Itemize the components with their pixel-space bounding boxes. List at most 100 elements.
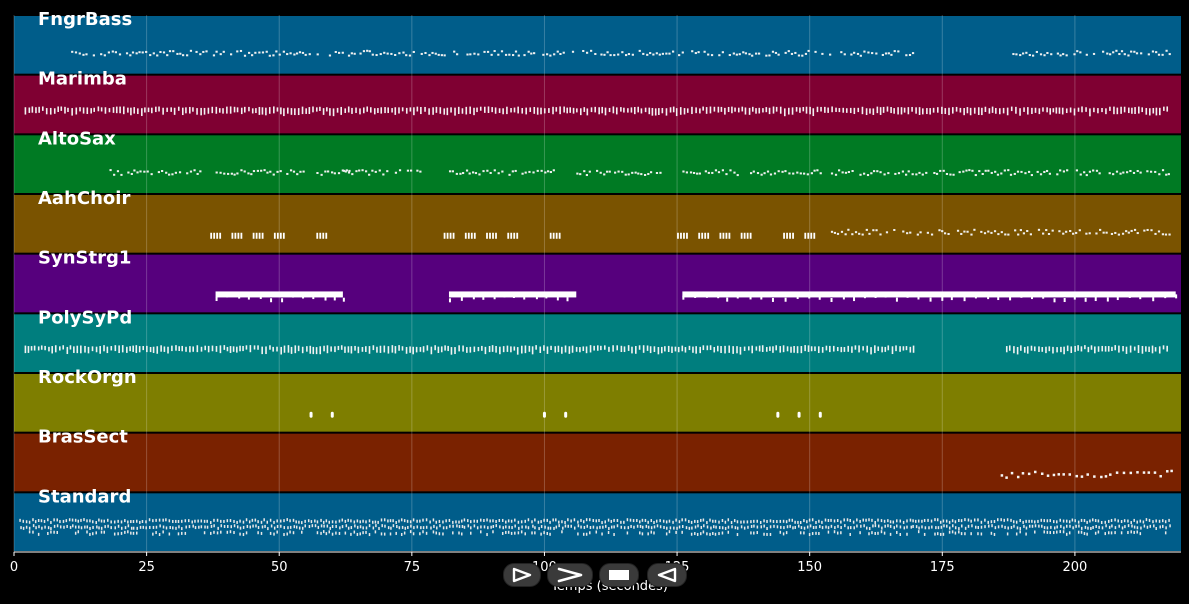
note — [210, 524, 213, 528]
note — [510, 519, 513, 523]
note — [372, 520, 374, 524]
note — [354, 345, 356, 351]
note — [688, 519, 690, 523]
note — [874, 520, 876, 524]
note — [555, 232, 558, 239]
note — [445, 519, 447, 523]
note — [834, 173, 838, 176]
note — [22, 519, 25, 523]
rewind-button[interactable] — [647, 563, 687, 587]
note — [413, 107, 415, 116]
note — [668, 52, 671, 55]
note — [320, 531, 322, 535]
note — [853, 297, 856, 302]
note — [322, 520, 325, 524]
note — [718, 520, 720, 524]
note — [533, 106, 536, 114]
note — [120, 173, 123, 176]
note — [1155, 526, 1157, 530]
note — [758, 107, 761, 114]
note — [923, 518, 926, 522]
note — [387, 519, 389, 523]
note — [1104, 520, 1107, 524]
note — [40, 345, 43, 350]
note — [400, 532, 403, 536]
note — [1133, 228, 1137, 231]
note — [305, 108, 307, 114]
note — [604, 107, 607, 116]
note — [445, 526, 448, 530]
note — [242, 345, 244, 352]
note — [1022, 52, 1025, 55]
note — [1165, 526, 1167, 530]
note — [715, 525, 717, 529]
note — [316, 520, 319, 524]
note — [637, 172, 640, 175]
play-button[interactable] — [503, 563, 541, 587]
note — [702, 518, 705, 522]
note — [727, 530, 730, 534]
note — [1055, 107, 1058, 114]
note — [816, 106, 819, 113]
note — [896, 524, 898, 528]
note — [86, 525, 89, 529]
note — [193, 169, 196, 172]
note — [911, 106, 913, 112]
note — [253, 345, 256, 350]
note — [683, 232, 685, 239]
note — [276, 519, 278, 523]
note — [231, 232, 234, 239]
note — [592, 525, 595, 529]
note — [946, 524, 948, 528]
note — [788, 518, 791, 522]
note — [361, 346, 364, 352]
note — [1154, 232, 1157, 235]
note — [665, 52, 668, 55]
forward-button[interactable] — [547, 563, 593, 587]
note — [1097, 530, 1100, 534]
note — [1019, 527, 1022, 531]
note — [386, 52, 389, 55]
note — [915, 173, 918, 176]
note — [368, 533, 371, 537]
note — [289, 52, 292, 55]
note — [405, 54, 408, 57]
note — [868, 232, 871, 235]
play-icon — [512, 567, 532, 583]
note — [229, 106, 232, 114]
note — [247, 172, 250, 175]
note — [387, 526, 390, 530]
note — [516, 232, 519, 239]
note — [744, 52, 748, 55]
note — [1084, 297, 1087, 302]
note — [678, 525, 681, 529]
stop-button[interactable] — [599, 563, 639, 587]
note — [32, 530, 34, 534]
note — [133, 107, 136, 114]
note — [521, 525, 523, 529]
note — [612, 106, 615, 114]
note — [144, 107, 146, 113]
note — [827, 107, 829, 113]
note — [293, 525, 296, 529]
note — [28, 530, 31, 534]
note — [843, 518, 845, 522]
note — [20, 526, 22, 530]
note — [260, 169, 263, 172]
note — [1043, 526, 1046, 530]
note — [1118, 53, 1121, 56]
note — [742, 51, 745, 54]
note — [799, 531, 802, 535]
note — [319, 232, 322, 239]
note — [501, 518, 504, 522]
note — [470, 520, 472, 524]
note — [118, 345, 120, 354]
note — [849, 518, 851, 522]
note — [1141, 107, 1143, 113]
note — [171, 345, 173, 352]
note — [89, 526, 91, 530]
note — [379, 53, 382, 56]
note — [267, 527, 269, 531]
note — [696, 172, 699, 175]
note — [842, 107, 845, 113]
